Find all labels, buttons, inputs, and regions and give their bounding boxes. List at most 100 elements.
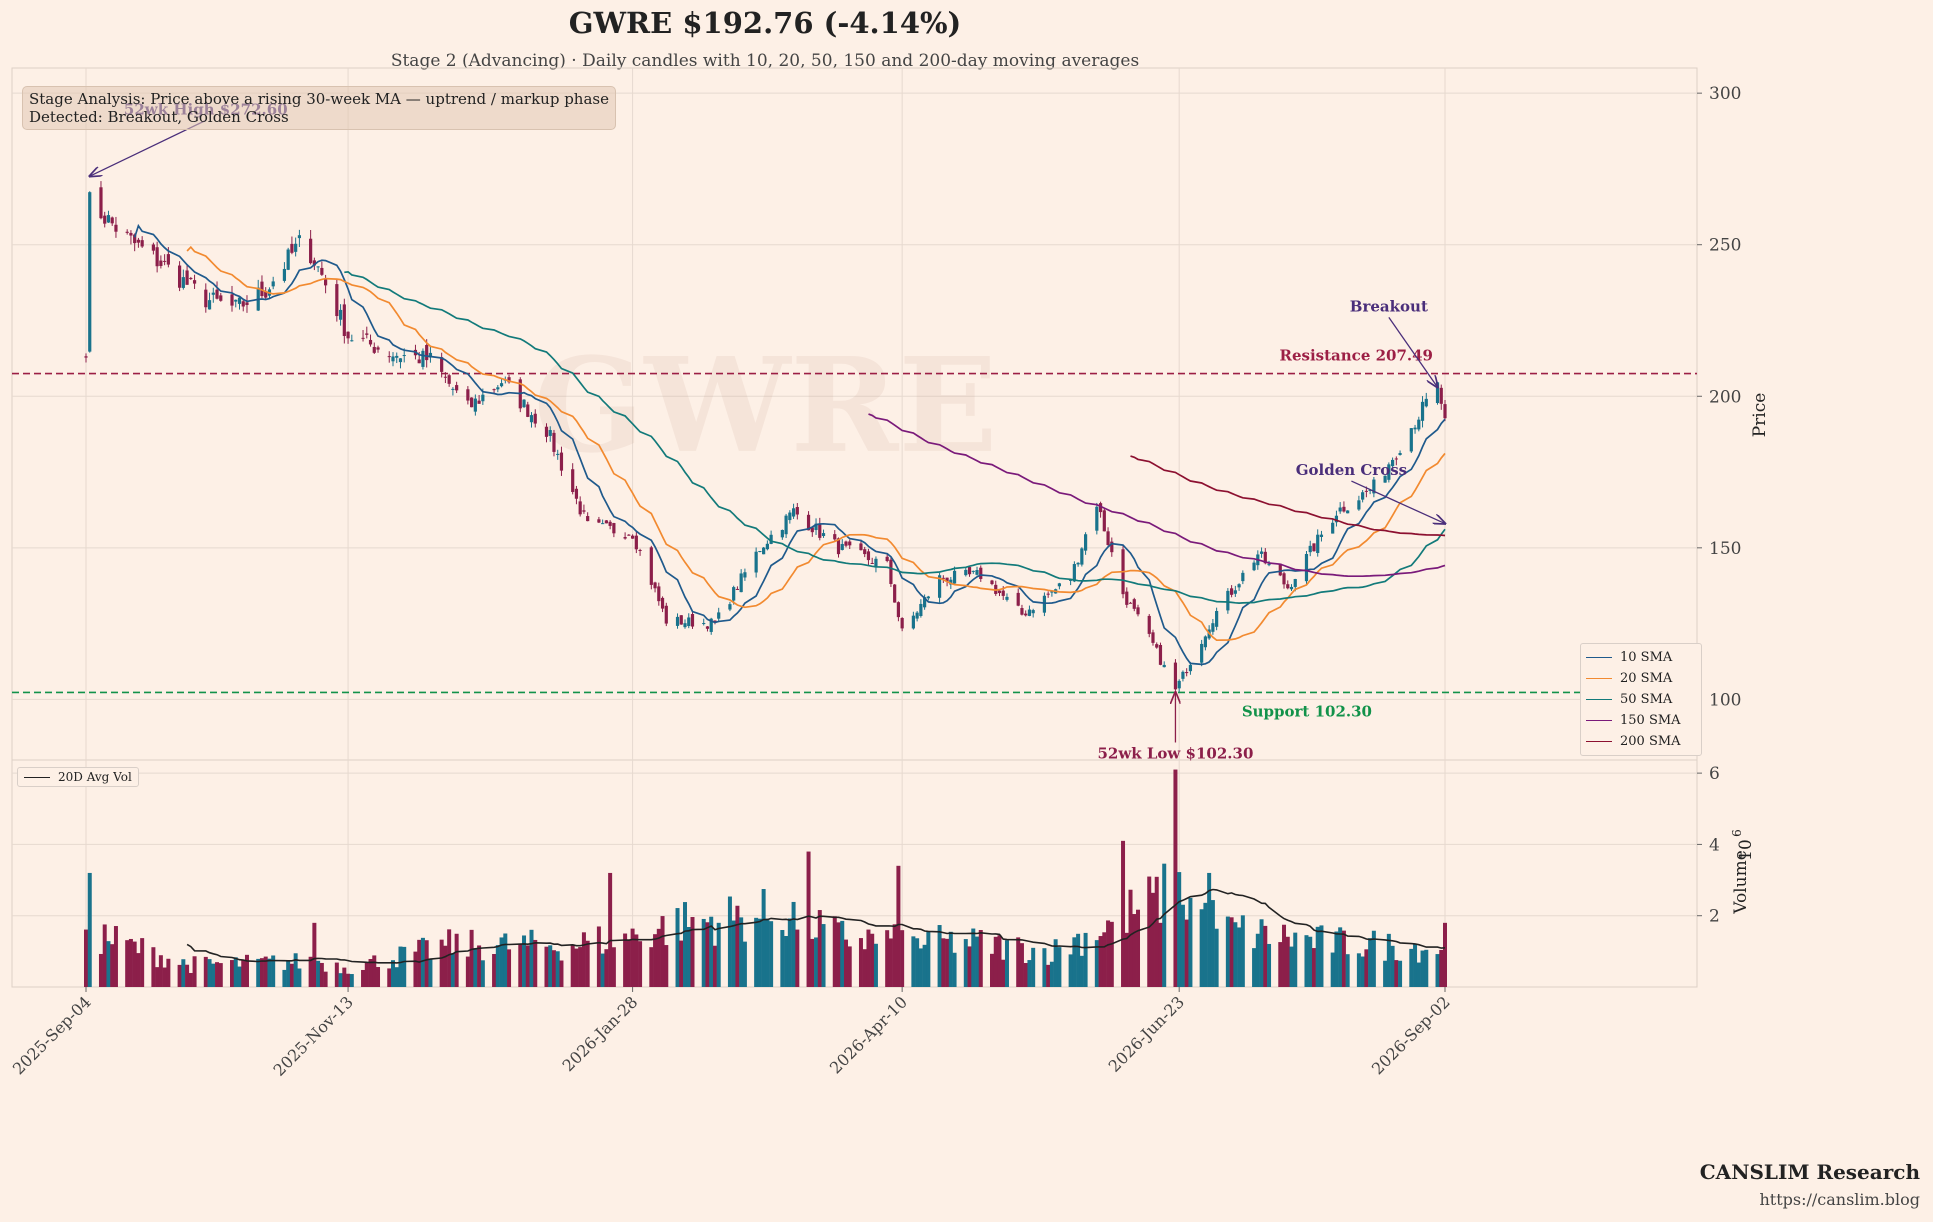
candle-body (769, 534, 773, 544)
volume-bar (450, 953, 455, 987)
moving-average-legend: 10 SMA 20 SMA 50 SMA 150 SMA 200 SMA (1580, 643, 1702, 756)
price-tick-label: 300 (1709, 84, 1741, 104)
candle-body (975, 570, 979, 575)
volume-bar (1128, 889, 1133, 987)
candle-body (125, 231, 129, 233)
candle-body (1293, 579, 1297, 587)
volume-bar (544, 946, 549, 987)
volume-bar (683, 902, 688, 987)
volume-bar (840, 920, 845, 987)
price-tick-label: 200 (1709, 387, 1741, 407)
candle-body (608, 521, 612, 526)
price-tick-label: 100 (1709, 690, 1741, 710)
candle-body (1334, 515, 1339, 523)
volume-bar (334, 962, 339, 987)
stage-analysis-text: Stage Analysis: Price above a rising 30-… (29, 90, 609, 108)
candle-body (582, 510, 586, 512)
volume-bar (937, 925, 942, 987)
volume-bar (727, 896, 732, 987)
candle-body (1233, 590, 1237, 594)
volume-multiplier-exp: 6 (1730, 829, 1744, 837)
candle-body (395, 355, 399, 358)
volume-bar (1315, 926, 1320, 987)
candle-body (923, 597, 927, 608)
candle-body (1031, 610, 1035, 614)
volume-bar (1420, 950, 1425, 987)
candle-body (634, 535, 638, 550)
volume-bar (259, 958, 264, 987)
candle-body (556, 453, 560, 455)
annotation-label: 52wk Low $102.30 (1097, 744, 1253, 762)
candle-body (1050, 591, 1054, 593)
volume-bar (387, 968, 392, 987)
volume-bar (125, 940, 130, 987)
volume-bar (1435, 954, 1440, 987)
candle-body (571, 469, 575, 492)
candle-body (1155, 644, 1159, 648)
candle-body (241, 301, 245, 307)
candle-body (106, 215, 111, 223)
candle-body (282, 268, 287, 281)
avg-volume-line (186, 888, 1446, 964)
candle-body (309, 238, 313, 264)
candle-body (1312, 543, 1316, 552)
candle-body (690, 614, 695, 627)
candle-body (967, 566, 972, 575)
volume-bar (810, 938, 815, 987)
volume-bar (158, 955, 163, 987)
volume-bar (551, 950, 556, 987)
volume-bar (420, 937, 425, 987)
volume-bar (1158, 922, 1163, 987)
volume-bar (570, 944, 575, 987)
candle-body (859, 543, 863, 551)
candle-body (559, 452, 564, 471)
volume-bar (233, 957, 238, 987)
volume-bar (1255, 933, 1260, 987)
candle-body (1080, 548, 1084, 565)
volume-bar (1106, 920, 1111, 987)
candle-body (1185, 672, 1189, 674)
candle-body (365, 333, 369, 335)
candle-body (821, 533, 826, 537)
candle-body (1230, 588, 1234, 595)
volume-bar (926, 931, 931, 987)
volume-bar (623, 933, 628, 987)
resistance-label: Resistance 207.49 (1280, 347, 1433, 365)
volume-bar (1364, 949, 1369, 987)
legend-entry: 200 SMA (1586, 731, 1696, 752)
candle-body (586, 516, 590, 522)
sma50-line (344, 271, 1446, 604)
volume-bar (963, 939, 968, 987)
candle-body (155, 247, 159, 267)
volume-bar (1338, 927, 1343, 987)
volume-bar (600, 953, 605, 987)
candle-body (1424, 398, 1428, 407)
candle-body (443, 376, 448, 378)
candle-body (915, 612, 919, 619)
candle-body (1278, 563, 1282, 576)
volume-bar (967, 946, 972, 987)
volume-bar (110, 944, 115, 987)
volume-bar (1079, 955, 1084, 987)
volume-bar (271, 955, 276, 987)
candle-body (1364, 490, 1368, 492)
candle-body (499, 383, 504, 387)
volume-bar (712, 945, 717, 987)
candle-body (717, 612, 721, 619)
candle-body (1263, 551, 1267, 564)
candle-body (1286, 584, 1290, 589)
candle-body (129, 232, 133, 236)
candle-body (428, 352, 433, 358)
candle-body (627, 534, 631, 536)
volume-bar (1057, 947, 1062, 987)
candle-body (885, 556, 889, 562)
legend-swatch (1586, 741, 1612, 742)
volume-tick-label: 6 (1709, 764, 1720, 784)
candle-body (477, 400, 481, 404)
volume-bar (1019, 943, 1024, 987)
candle-body (638, 549, 642, 551)
volume-bar (1390, 945, 1395, 987)
candle-body (1128, 602, 1133, 604)
candle-body (312, 260, 316, 266)
volume-bar (1072, 937, 1077, 987)
